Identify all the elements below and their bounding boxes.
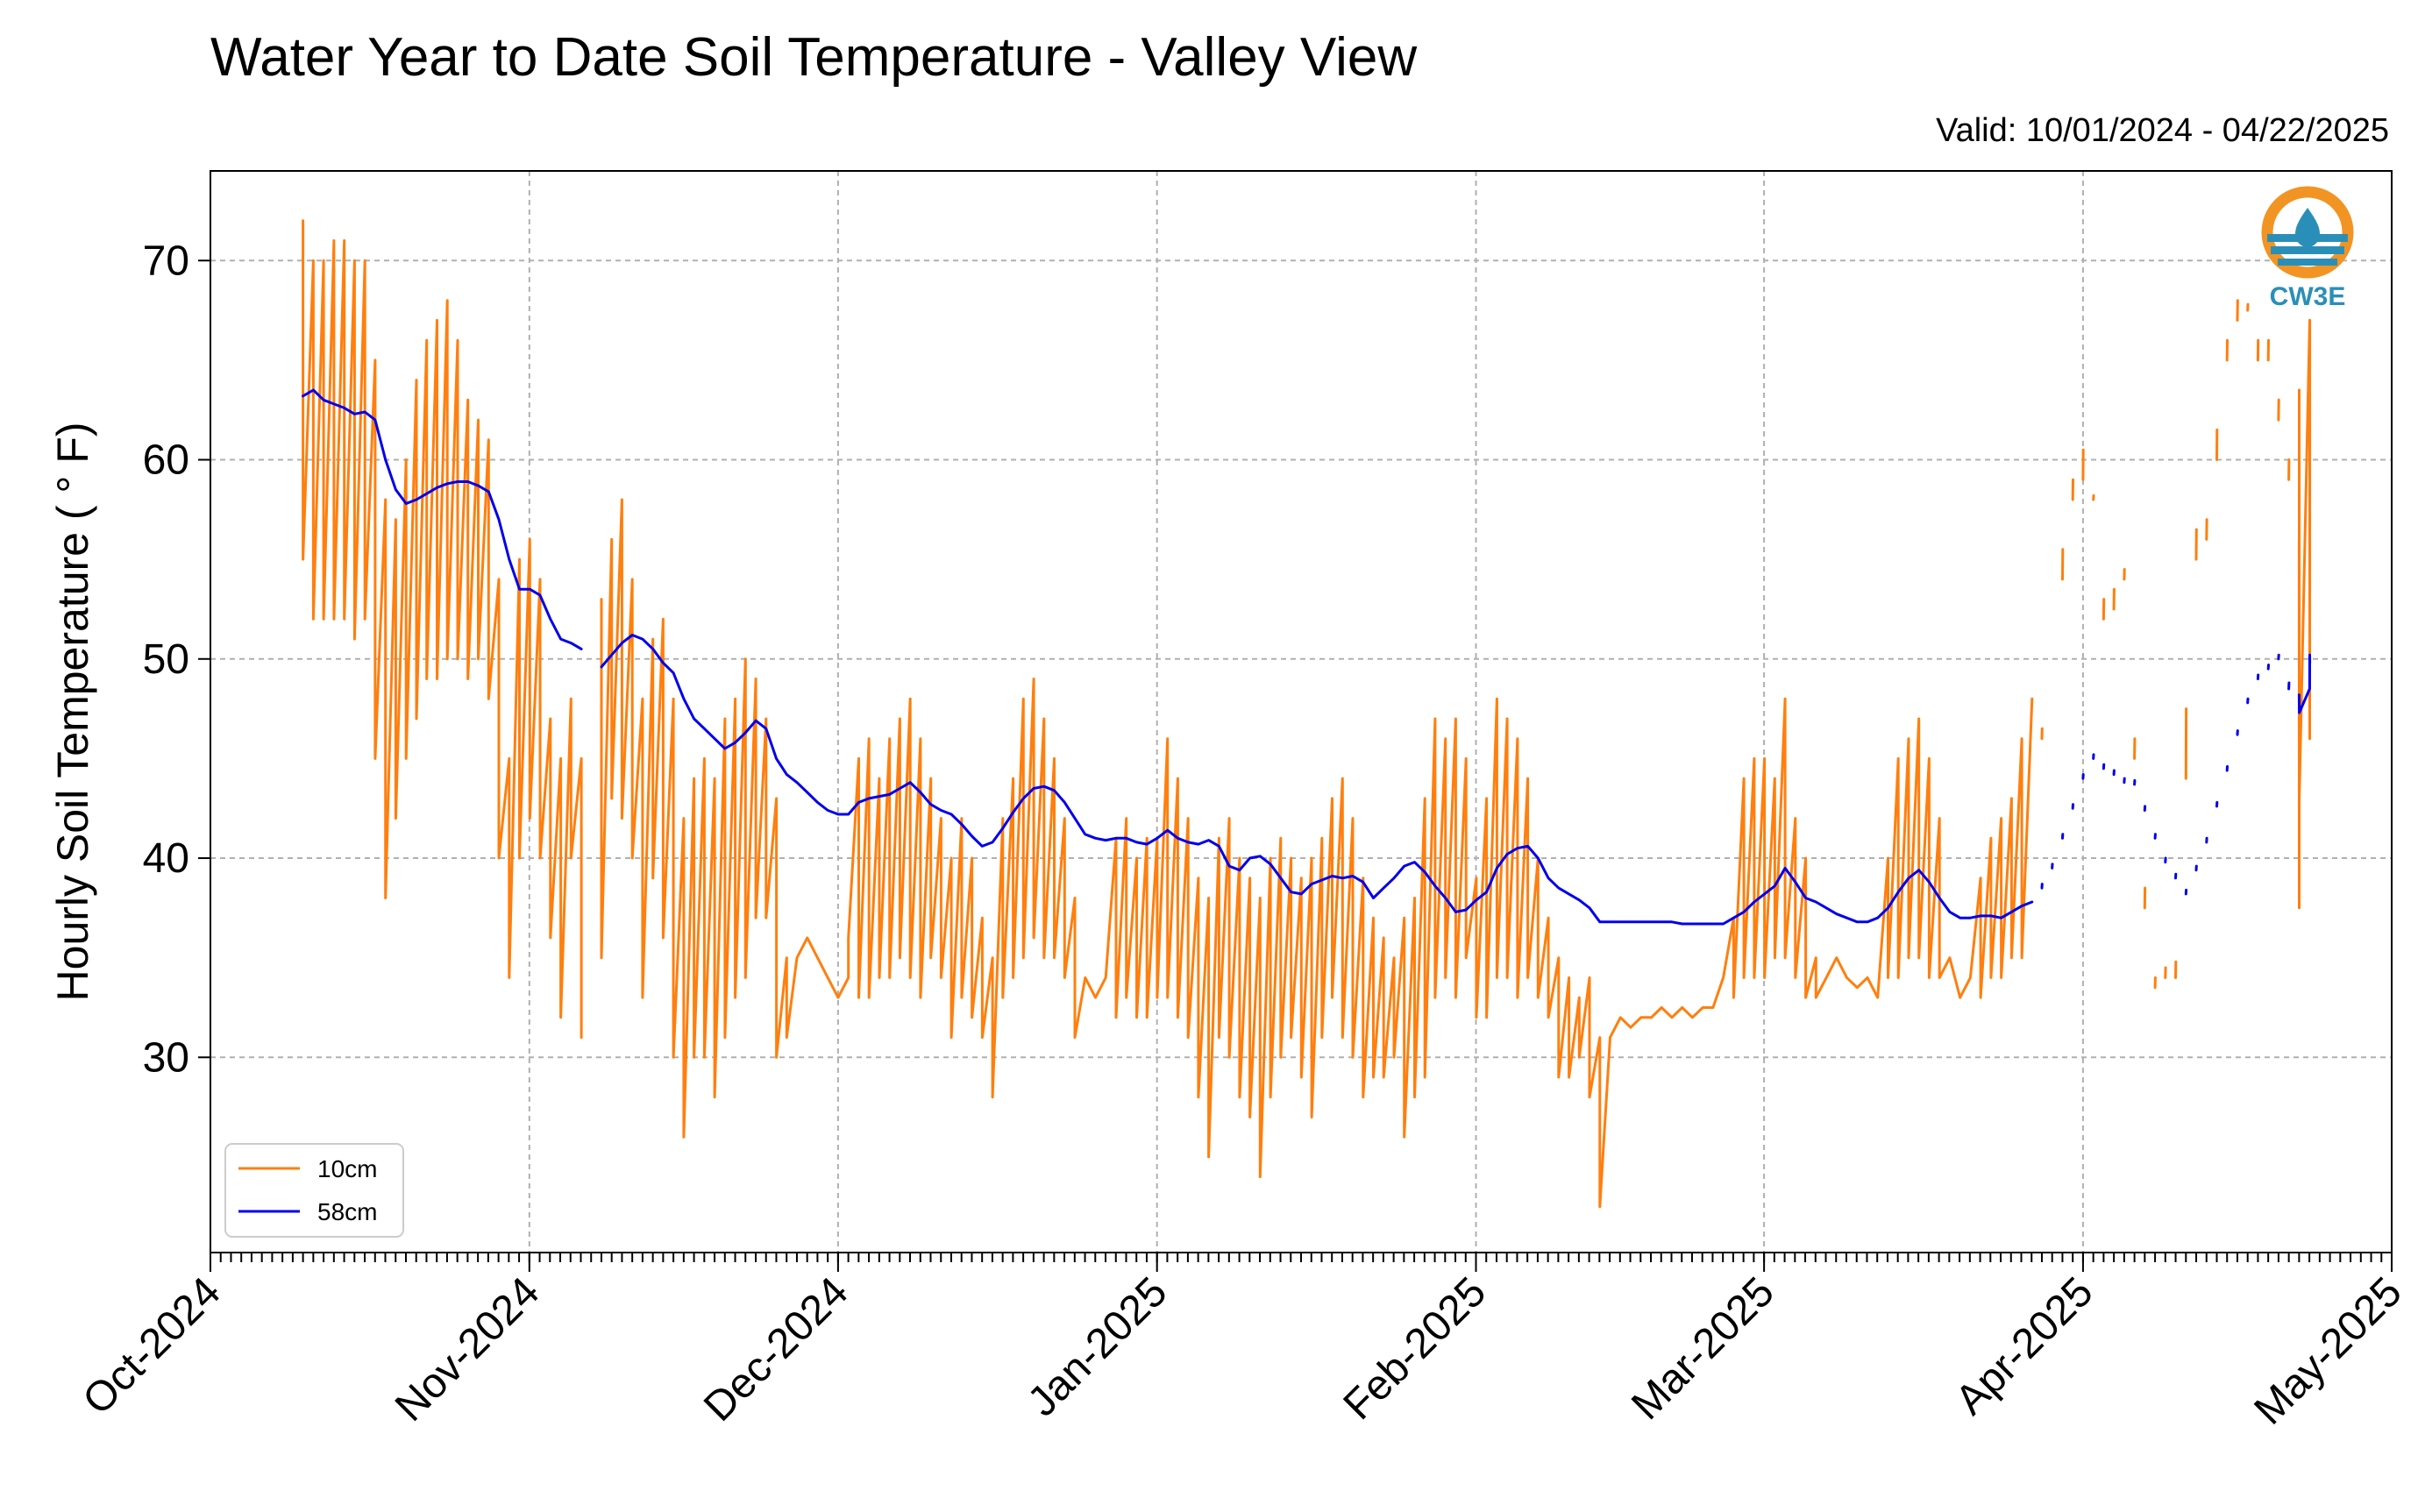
y-axis: 30 40 50 60 70 <box>143 238 210 1081</box>
y-tick-label: 60 <box>143 437 189 484</box>
series-line-58cm <box>302 388 583 650</box>
series-line-58cm <box>600 634 2034 926</box>
y-tick-label: 70 <box>143 238 189 284</box>
cw3e-logo: CW3E <box>2261 186 2354 311</box>
chart-title: Water Year to Date Soil Temperature - Va… <box>210 27 1418 88</box>
plot-frame <box>210 170 2393 1253</box>
y-tick-label: 40 <box>143 835 189 882</box>
series-line-10cm <box>302 219 583 1040</box>
x-tick-label: Dec-2024 <box>695 1268 857 1430</box>
x-tick-label: Oct-2024 <box>75 1268 230 1423</box>
series-line-10cm <box>2297 318 2312 910</box>
water-drop-icon <box>2295 208 2320 247</box>
logo-wave-icon <box>2271 246 2344 254</box>
x-tick-label: Feb-2025 <box>1335 1268 1496 1429</box>
logo-wave-icon <box>2278 259 2337 266</box>
series-layer <box>302 219 2312 1209</box>
x-tick-label: May-2025 <box>2245 1268 2410 1433</box>
y-axis-label: Hourly Soil Temperature ( ° F) <box>48 422 97 1002</box>
series-line-58cm <box>2297 653 2312 714</box>
series-58cm <box>302 388 2312 926</box>
legend-label-58cm: 58cm <box>317 1198 377 1225</box>
logo-text: CW3E <box>2270 282 2346 311</box>
grid-lines <box>210 171 2393 1253</box>
x-axis: Oct-2024 Nov-2024 Dec-2024 Jan-2025 Feb-2025… <box>75 1253 2411 1434</box>
series-line-10cm <box>600 498 2034 1209</box>
x-tick-label: Mar-2025 <box>1623 1268 1783 1429</box>
x-tick-label: Jan-2025 <box>1019 1268 1176 1425</box>
logo-ring-icon <box>2261 186 2354 279</box>
y-tick-label: 30 <box>143 1034 189 1081</box>
legend: 10cm 58cm <box>224 1143 404 1238</box>
y-tick-label: 50 <box>143 636 189 683</box>
series-10cm <box>302 219 2312 1209</box>
valid-date-range: Valid: 10/01/2024 - 04/22/2025 <box>1936 112 2389 149</box>
x-tick-label: Nov-2024 <box>387 1268 549 1430</box>
x-tick-label: Apr-2025 <box>1947 1268 2102 1423</box>
legend-label-10cm: 10cm <box>317 1155 377 1182</box>
